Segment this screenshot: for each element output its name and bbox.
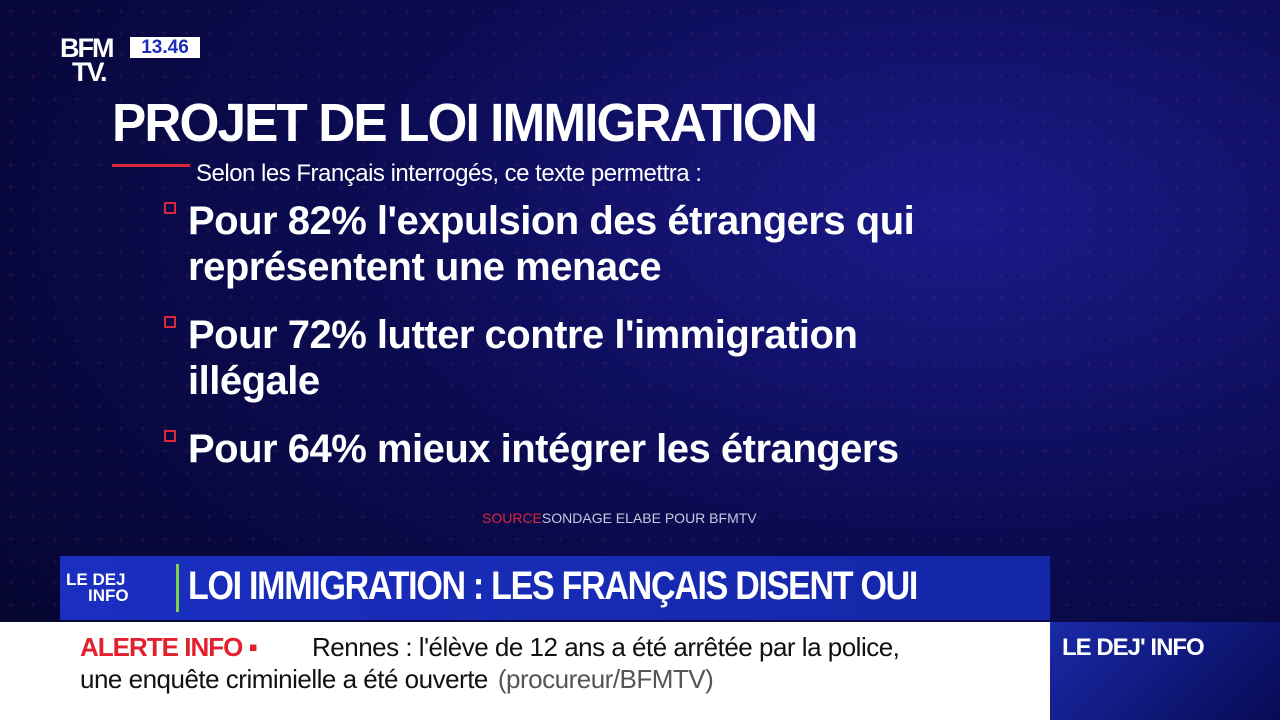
ticker-line1: Rennes : l'élève de 12 ans a été arrêtée… xyxy=(312,632,900,662)
divider xyxy=(176,564,179,612)
poll-item: Pour 82% l'expulsion des étrangers qui r… xyxy=(164,198,1088,290)
poll-item-line: Pour 64% mieux intégrer les étrangers xyxy=(188,427,899,471)
side-panel: LE DEJ' INFO xyxy=(1050,622,1280,720)
headline: LOI IMMIGRATION : LES FRANÇAIS DISENT OU… xyxy=(188,564,918,608)
poll-item: Pour 72% lutter contre l'immigration ill… xyxy=(164,312,1088,404)
lower-third: LE DEJ INFO LOI IMMIGRATION : LES FRANÇA… xyxy=(60,556,1050,620)
poll-item-line: illégale xyxy=(188,359,320,403)
show-logo-line1: LE DEJ xyxy=(66,570,126,589)
source-credit: SOURCESONDAGE ELABE POUR BFMTV xyxy=(482,510,757,526)
source-label: SOURCE xyxy=(482,510,542,526)
show-logo: LE DEJ INFO xyxy=(66,570,129,605)
bullet-icon xyxy=(164,316,176,328)
logo-line2: TV. xyxy=(72,57,108,87)
ticker-source: (procureur/BFMTV) xyxy=(497,664,714,694)
graphic-subtitle: Selon les Français interrogés, ce texte … xyxy=(196,160,702,187)
side-panel-label: LE DEJ' INFO xyxy=(1062,634,1205,661)
poll-item: Pour 64% mieux intégrer les étrangers xyxy=(164,426,1088,472)
poll-item-line: représentent une menace xyxy=(188,245,662,289)
show-logo-line2: INFO xyxy=(88,586,129,605)
ticker-line2: une enquête criminielle a été ouverte (pr… xyxy=(80,664,714,695)
bullet-icon xyxy=(164,202,176,214)
poll-item-line: Pour 82% l'expulsion des étrangers qui xyxy=(188,199,915,243)
alert-label: ALERTE INFO ▪ xyxy=(80,632,258,662)
graphic-title: PROJET DE LOI IMMIGRATION xyxy=(112,93,818,153)
news-ticker: ALERTE INFO ▪ Rennes : l'élève de 12 ans… xyxy=(0,622,1050,720)
ticker-text: une enquête criminielle a été ouverte xyxy=(80,664,488,694)
poll-item-line: Pour 72% lutter contre l'immigration xyxy=(188,313,858,357)
bullet-icon xyxy=(164,430,176,442)
accent-line xyxy=(112,164,190,167)
bfmtv-logo: BFM TV. xyxy=(60,33,115,87)
logo-line1: BFM xyxy=(60,33,115,63)
clock: 13.46 xyxy=(130,37,200,58)
source-text: SONDAGE ELABE POUR BFMTV xyxy=(541,510,757,526)
